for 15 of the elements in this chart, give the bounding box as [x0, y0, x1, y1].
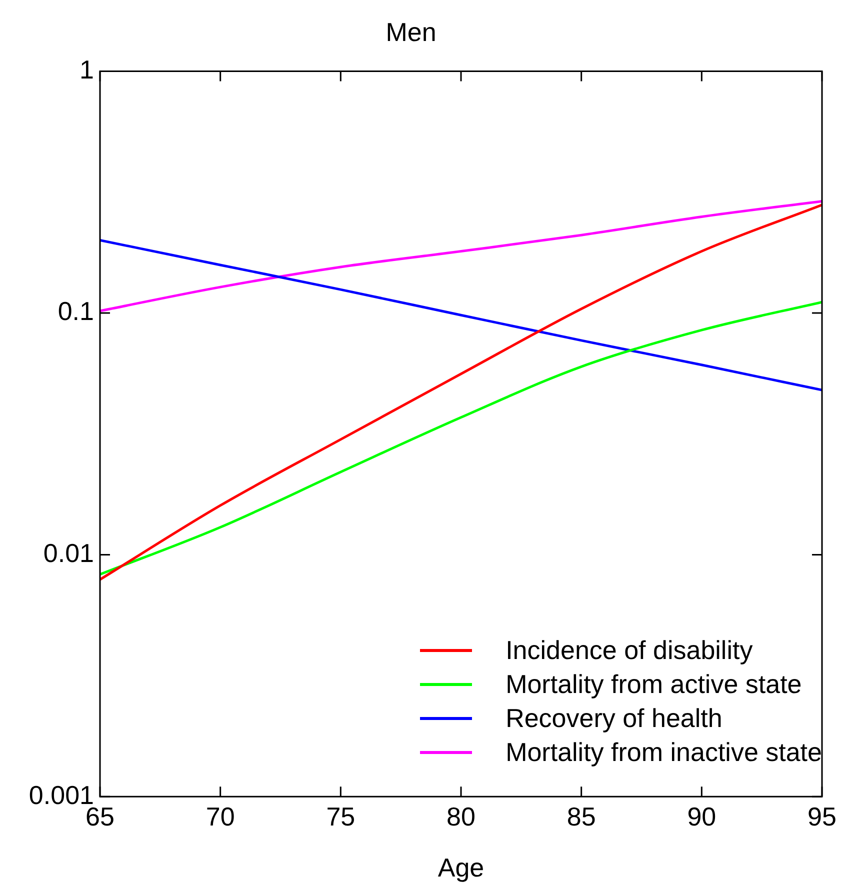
x-tick-label: 90: [687, 801, 716, 832]
x-tick-label: 80: [446, 801, 476, 832]
x-tick-label: 75: [326, 801, 356, 832]
legend-label: Incidence of disability: [506, 634, 753, 667]
chart-title: Men: [386, 16, 436, 47]
y-tick-label: 1: [80, 54, 94, 84]
x-axis-title: Age: [438, 852, 484, 883]
x-tick-label: 70: [206, 801, 235, 832]
legend-label: Recovery of health: [506, 702, 722, 735]
legend-label: Mortality from inactive state: [506, 736, 822, 769]
y-tick-label: 0.01: [43, 538, 94, 568]
legend-label: Mortality from active state: [506, 668, 802, 701]
x-tick-label: 95: [808, 801, 836, 832]
y-tick-label: 0.1: [58, 296, 94, 326]
x-tick-label: 85: [566, 801, 596, 832]
